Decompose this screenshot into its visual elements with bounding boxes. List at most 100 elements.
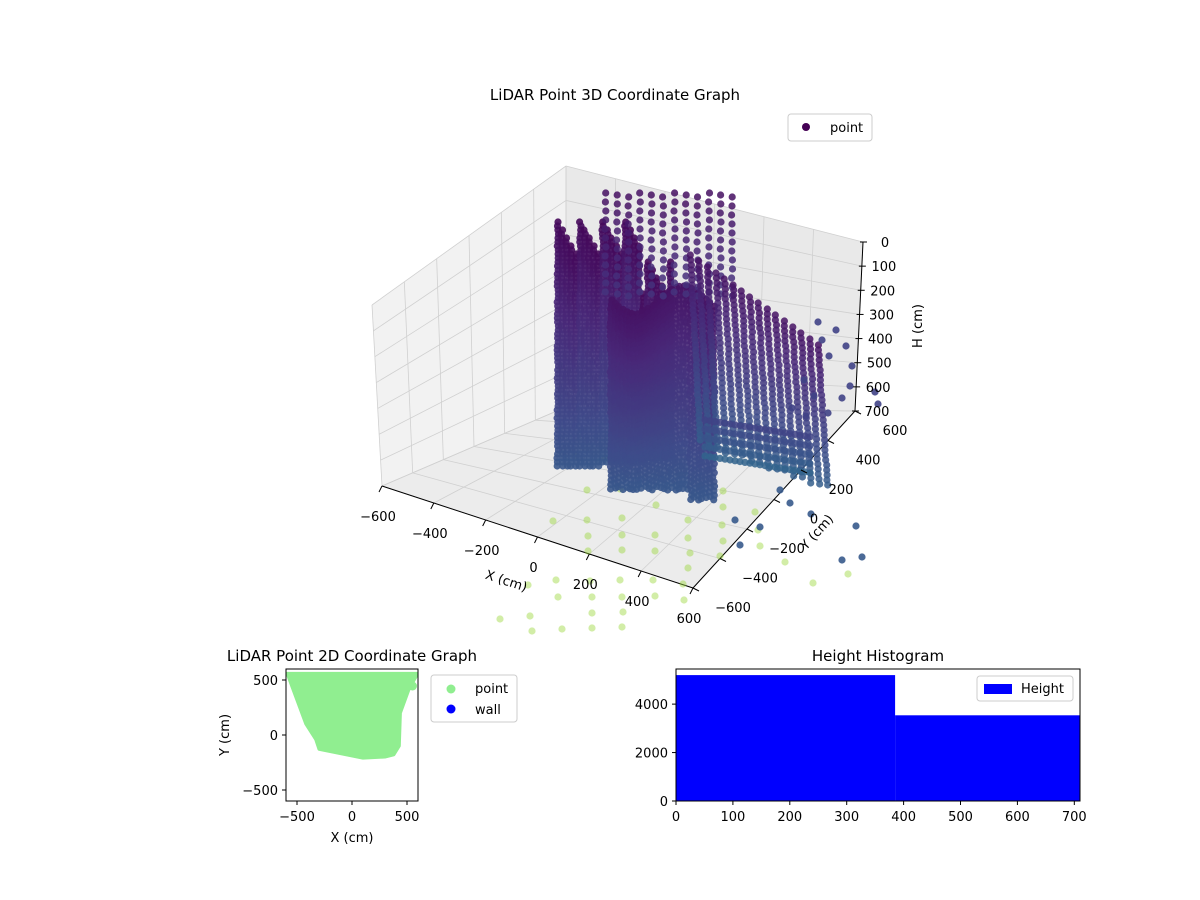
scatter-point xyxy=(693,220,702,228)
scatter-point xyxy=(717,200,725,208)
grid-line xyxy=(371,165,567,306)
scatter-point xyxy=(648,227,656,235)
scatter-point xyxy=(773,341,782,349)
legend-2d: point wall xyxy=(430,674,518,723)
scatter-point xyxy=(601,270,610,278)
scatter-point xyxy=(635,279,644,287)
scatter-point xyxy=(682,245,691,253)
scatter-point xyxy=(786,499,794,507)
scatter-point xyxy=(613,254,621,262)
scatter-point xyxy=(693,211,701,219)
scatter-point xyxy=(780,317,789,325)
scatter-point xyxy=(647,191,655,199)
scatter-point xyxy=(814,465,822,473)
scatter-point xyxy=(636,198,644,206)
scatter-point xyxy=(818,336,826,344)
z-tick-label: 600 xyxy=(866,381,891,396)
scatter-2d-title: LiDAR Point 2D Coordinate Graph xyxy=(227,647,477,665)
floor-point xyxy=(756,542,764,550)
y-axis-label-2d: Y (cm) xyxy=(218,714,233,757)
scatter-point xyxy=(659,211,667,219)
y-tick-label: −600 xyxy=(715,601,751,616)
scatter-point xyxy=(742,357,750,365)
scatter-point xyxy=(785,397,793,405)
floor-point xyxy=(684,516,692,524)
x-tick-mark xyxy=(482,519,487,527)
scatter-point xyxy=(659,292,667,300)
floor-point xyxy=(809,579,817,587)
scatter-point xyxy=(625,193,633,201)
scatter-point xyxy=(714,294,722,302)
grid-line xyxy=(436,258,444,460)
point-cloud xyxy=(496,189,882,635)
scatter-point xyxy=(704,278,712,286)
scatter-point xyxy=(705,207,713,215)
scatter-point xyxy=(613,263,622,271)
scatter-point xyxy=(717,263,725,271)
scatter-point xyxy=(838,394,846,402)
scatter-point xyxy=(784,387,792,395)
grid-line xyxy=(533,189,536,421)
scatter-point xyxy=(832,326,840,334)
legend-3d: point xyxy=(787,113,873,142)
legend-2d-marker-point xyxy=(446,684,456,694)
scatter-point xyxy=(602,243,610,251)
scatter-point xyxy=(852,522,860,530)
scatter-point xyxy=(846,382,854,390)
scatter-point xyxy=(731,516,739,524)
floor-point xyxy=(616,576,624,584)
scatter-point xyxy=(670,261,678,269)
scatter-point xyxy=(601,234,610,242)
scatter-point xyxy=(636,189,644,197)
scatter-point xyxy=(775,376,784,384)
scatter-point xyxy=(682,227,690,235)
legend-3d-box xyxy=(787,113,873,142)
scatter-point xyxy=(709,358,717,366)
scatter-point xyxy=(613,236,621,244)
scatter-point xyxy=(689,301,697,309)
grid-line xyxy=(806,229,814,411)
scatter-point xyxy=(682,290,690,298)
scatter-point xyxy=(671,234,679,242)
scatter-point xyxy=(720,404,728,412)
scatter-point xyxy=(807,510,815,518)
scatter-point xyxy=(705,225,713,233)
scatter-point xyxy=(728,220,736,228)
scatter-point xyxy=(705,288,713,296)
floor-point xyxy=(649,576,657,584)
x-tick-label: −600 xyxy=(360,510,396,525)
histogram-bar xyxy=(895,715,1080,801)
scatter-point xyxy=(824,409,832,417)
scatter-point xyxy=(670,270,678,278)
scatter-point xyxy=(730,286,738,294)
scatter-point xyxy=(814,318,822,326)
legend-3d-label: point xyxy=(830,121,863,136)
floor-point xyxy=(526,612,534,620)
scatter-point xyxy=(806,460,814,468)
y-tick-label: 0 xyxy=(810,513,818,528)
scatter-point xyxy=(636,243,644,251)
scatter-point xyxy=(636,225,644,233)
scatter-point xyxy=(783,362,791,370)
floor-point xyxy=(686,549,694,557)
x-tick-label: −200 xyxy=(464,544,500,559)
scatter-point xyxy=(733,341,741,349)
scatter-point xyxy=(613,200,621,208)
floor-point xyxy=(552,576,560,584)
histogram-title: Height Histogram xyxy=(812,647,944,665)
scatter-point xyxy=(659,229,667,237)
scatter-point xyxy=(624,229,633,237)
scatter-point xyxy=(636,207,644,215)
scatter-point xyxy=(602,189,610,197)
z-tick-label: 100 xyxy=(871,260,896,275)
scatter-point xyxy=(659,283,667,291)
scatter-point xyxy=(613,227,622,235)
grid-line xyxy=(376,268,567,383)
scatter-point xyxy=(647,254,656,262)
floor-point xyxy=(584,532,592,540)
x-tick-label: 400 xyxy=(625,595,650,610)
scatter-point xyxy=(764,320,772,328)
floor-point xyxy=(584,547,592,555)
x-tick-mark xyxy=(585,553,590,561)
y-tick-label: −500 xyxy=(242,784,278,799)
